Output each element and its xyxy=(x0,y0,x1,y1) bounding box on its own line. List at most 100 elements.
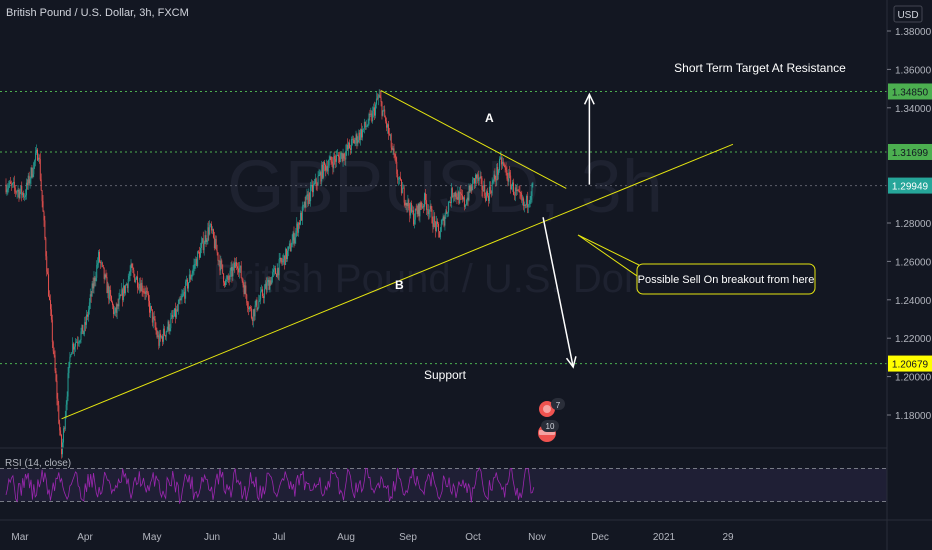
candle-body xyxy=(382,110,384,116)
candle-body xyxy=(418,203,420,217)
candle-body xyxy=(258,301,260,308)
candle-body xyxy=(115,307,117,313)
candle-body xyxy=(270,280,272,285)
candle-body xyxy=(350,148,351,150)
price-tick-label: 1.28000 xyxy=(895,219,932,230)
symbol-title[interactable]: British Pound / U.S. Dollar, 3h, FXCM xyxy=(6,7,189,19)
candle-body xyxy=(185,281,187,299)
candle-body xyxy=(451,188,453,197)
candle-body xyxy=(429,205,431,212)
candle-body xyxy=(515,187,517,191)
candle-body xyxy=(7,188,9,190)
candle-body xyxy=(61,435,63,455)
candle-body xyxy=(155,327,157,332)
candle-body xyxy=(411,203,413,212)
candle-body xyxy=(219,260,221,271)
candle-body xyxy=(24,196,25,198)
candle-body xyxy=(12,181,14,184)
event-count-badge xyxy=(541,420,559,432)
candle-body xyxy=(493,174,495,181)
candle-body xyxy=(421,206,423,208)
candle-body xyxy=(376,98,378,100)
candle-body xyxy=(287,246,289,251)
candle-body xyxy=(262,296,264,299)
sell-callout-box[interactable] xyxy=(636,263,816,295)
candle-body xyxy=(307,194,309,205)
candle-body xyxy=(87,314,88,317)
candle-body xyxy=(396,161,398,174)
candle-body xyxy=(120,295,122,296)
candle-body xyxy=(259,299,261,302)
target-annotation: Short Term Target At Resistance xyxy=(674,61,846,75)
time-tick-label: Aug xyxy=(337,532,355,543)
candle-body xyxy=(110,290,112,297)
candle-body xyxy=(327,165,329,172)
candle-body xyxy=(312,184,314,193)
candle-body xyxy=(227,276,229,280)
candle-body xyxy=(502,162,504,164)
candle-body xyxy=(108,285,110,300)
candle-body xyxy=(134,274,136,282)
candle-body xyxy=(378,95,380,97)
candle-body xyxy=(163,328,165,336)
candle-body xyxy=(407,199,409,207)
candle-body xyxy=(176,309,178,311)
candle-body xyxy=(75,341,77,343)
candle-body xyxy=(420,202,422,207)
candle-body xyxy=(207,227,209,241)
event-count-7: 7 xyxy=(556,401,561,410)
candle-body xyxy=(345,150,347,160)
candle-body xyxy=(358,132,360,141)
candle-body xyxy=(375,104,376,116)
candle-body xyxy=(151,309,153,323)
candle-body xyxy=(215,238,217,251)
candle-body xyxy=(275,268,276,274)
price-axis-ticks: 1.38000 1.36000 1.34000 1.28000 1.26000 1.240… xyxy=(887,27,932,422)
rsi-band xyxy=(0,468,887,502)
candle-body xyxy=(224,282,225,286)
candle-body xyxy=(198,251,200,253)
candle-body xyxy=(208,227,210,235)
candle-body xyxy=(52,342,54,352)
candle-body xyxy=(200,247,201,258)
candle-body xyxy=(412,210,413,212)
candle-body xyxy=(417,203,419,215)
candle-body xyxy=(223,273,225,283)
candle-body xyxy=(305,195,307,208)
candle-body xyxy=(28,175,30,184)
candle-body xyxy=(90,294,92,297)
candle-body xyxy=(373,107,375,111)
candle-body xyxy=(192,268,194,274)
time-tick-label: Apr xyxy=(77,532,93,543)
candle-body xyxy=(397,173,399,180)
candle-body xyxy=(381,101,383,116)
candle-body xyxy=(246,294,248,303)
candle-body xyxy=(516,189,518,191)
candle-body xyxy=(170,318,172,329)
candle-body xyxy=(400,177,401,180)
candle-body xyxy=(284,255,286,266)
candle-body xyxy=(29,179,31,184)
candle-body xyxy=(522,198,524,201)
price-axis[interactable] xyxy=(887,0,932,550)
time-axis-ticks[interactable]: Mar Apr May Jun Jul Aug Sep Oct Nov Dec 2021 29 xyxy=(11,532,734,543)
candle-body xyxy=(149,300,150,313)
currency-badge[interactable] xyxy=(893,5,923,23)
candle-body xyxy=(34,160,36,163)
candle-body xyxy=(137,276,138,288)
candle-body xyxy=(347,145,349,150)
level-price-label: 1.34850 xyxy=(892,87,929,98)
candle-body xyxy=(337,154,339,157)
candle-body xyxy=(424,193,426,207)
candle-body xyxy=(251,318,253,322)
event-markers[interactable]: 7 10 xyxy=(536,398,565,444)
candle-body xyxy=(428,211,430,215)
candle-body xyxy=(491,182,493,194)
candle-body xyxy=(175,308,176,318)
candle-body xyxy=(160,333,162,338)
candle-body xyxy=(350,139,352,150)
candle-body xyxy=(190,276,192,280)
candle-body xyxy=(272,272,274,278)
candle-body xyxy=(312,184,313,193)
